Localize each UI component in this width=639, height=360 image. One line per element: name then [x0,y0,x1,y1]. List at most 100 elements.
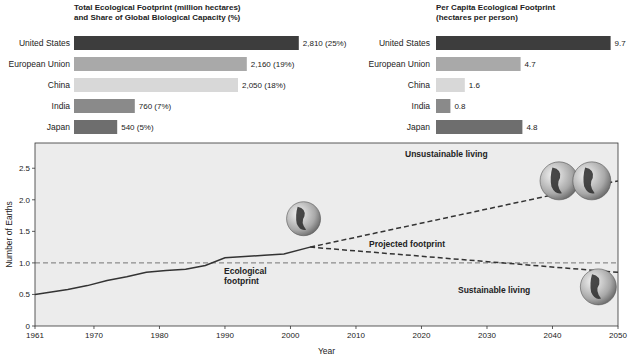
plot-background [35,143,618,326]
x-axis-label: Year [318,346,335,356]
text-line: Ecological [224,266,267,276]
bar [436,36,611,50]
x-tick [290,326,291,329]
globe [573,162,611,200]
series-label: Unsustainable living [405,149,488,159]
x-tick [618,326,619,329]
globe-icon [580,269,616,305]
bar-chart: Per Capita Ecological Footprint(hectares… [369,3,627,134]
x-tick-label: 1990 [216,331,234,340]
text-line: Unsustainable living [405,149,488,159]
series-label: Ecologicalfootprint [224,266,267,286]
data-label: 760 (7%) [139,102,172,111]
data-label: 0.8 [454,102,466,111]
series-line [35,247,310,294]
x-tick [355,326,356,329]
globe-icon [573,162,611,200]
data-label: 1.6 [469,81,481,90]
y-axis-label: Number of Earths [4,201,14,268]
y-tick-label: 1.0 [19,259,31,268]
data-label: 2,050 (18%) [242,81,286,90]
figure: Total Ecological Footprint (million hect… [0,0,639,360]
y-tick [32,262,35,263]
category-label: China [408,80,430,90]
bar [436,99,450,113]
series-label: Sustainable living [458,285,530,295]
data-label: 540 (5%) [121,123,154,132]
y-tick [32,294,35,295]
bar-chart: Total Ecological Footprint (million hect… [9,3,347,134]
y-tick-label: 0.5 [19,290,31,299]
bar [74,78,238,92]
data-label: 2,160 (19%) [251,60,295,69]
x-tick [35,326,36,329]
x-tick [421,326,422,329]
series-group [35,181,618,295]
category-label: United States [19,38,70,48]
x-tick [93,326,94,329]
category-label: European Union [369,59,431,69]
category-label: Japan [47,122,70,132]
x-tick [159,326,160,329]
plot-frame [35,143,618,326]
chart-title: Per Capita Ecological Footprint [436,3,555,12]
bar [436,57,521,71]
x-tick-label: 2010 [347,331,365,340]
reference-line [35,262,618,263]
text-line: Sustainable living [458,285,530,295]
x-tick-label: 2020 [413,331,431,340]
globe-land [583,168,594,194]
globe [540,162,578,200]
series-line [310,247,618,272]
bar [74,57,247,71]
y-tick [32,326,35,327]
bar [436,78,465,92]
x-tick-label: 2030 [478,331,496,340]
text-line: footprint [224,276,259,286]
x-tick-label: 1980 [151,331,169,340]
globe [287,202,321,236]
x-tick-label: 2050 [609,331,627,340]
y-tick [32,199,35,200]
chart-subtitle: and Share of Global Biological Capacity … [74,13,241,22]
y-tick-label: 2.0 [19,196,31,205]
globe [580,269,616,305]
x-tick-label: 1961 [26,331,44,340]
category-label: China [48,80,70,90]
bar [74,36,299,50]
annotation: Projected footprint [369,239,445,249]
data-label: 9.7 [615,39,627,48]
globe-land [296,207,306,230]
category-label: India [412,101,431,111]
chart-title: Total Ecological Footprint (million hect… [74,3,241,12]
bars [74,36,299,134]
x-tick [224,326,225,329]
data-label: 2,810 (25%) [303,39,347,48]
bar [436,120,522,134]
globe-land [551,168,562,194]
y-tick-label: 0 [26,322,31,331]
y-tick-label: 2.5 [19,164,31,173]
x-tick-label: 2000 [282,331,300,340]
globe-icon [540,162,578,200]
y-tick [32,168,35,169]
line-chart: 0 0.5 1.0 1.5 2.0 2.5 1961 1970 1980 1990 2000 2010… [4,143,627,356]
x-tick-label: 1970 [85,331,103,340]
category-label: Japan [407,122,430,132]
globe-icon [287,202,321,236]
bar [74,120,117,134]
chart-subtitle: (hectares per person) [436,13,518,22]
bar [74,99,135,113]
x-tick [486,326,487,329]
category-label: European Union [9,59,71,69]
x-tick [552,326,553,329]
y-tick-label: 1.5 [19,227,31,236]
data-label: 4.8 [526,123,538,132]
data-label: 4.7 [525,60,537,69]
x-tick-label: 2040 [544,331,562,340]
globe-land [590,274,601,299]
y-tick [32,231,35,232]
bars [436,36,611,134]
category-label: India [52,101,71,111]
category-label: United States [379,38,430,48]
